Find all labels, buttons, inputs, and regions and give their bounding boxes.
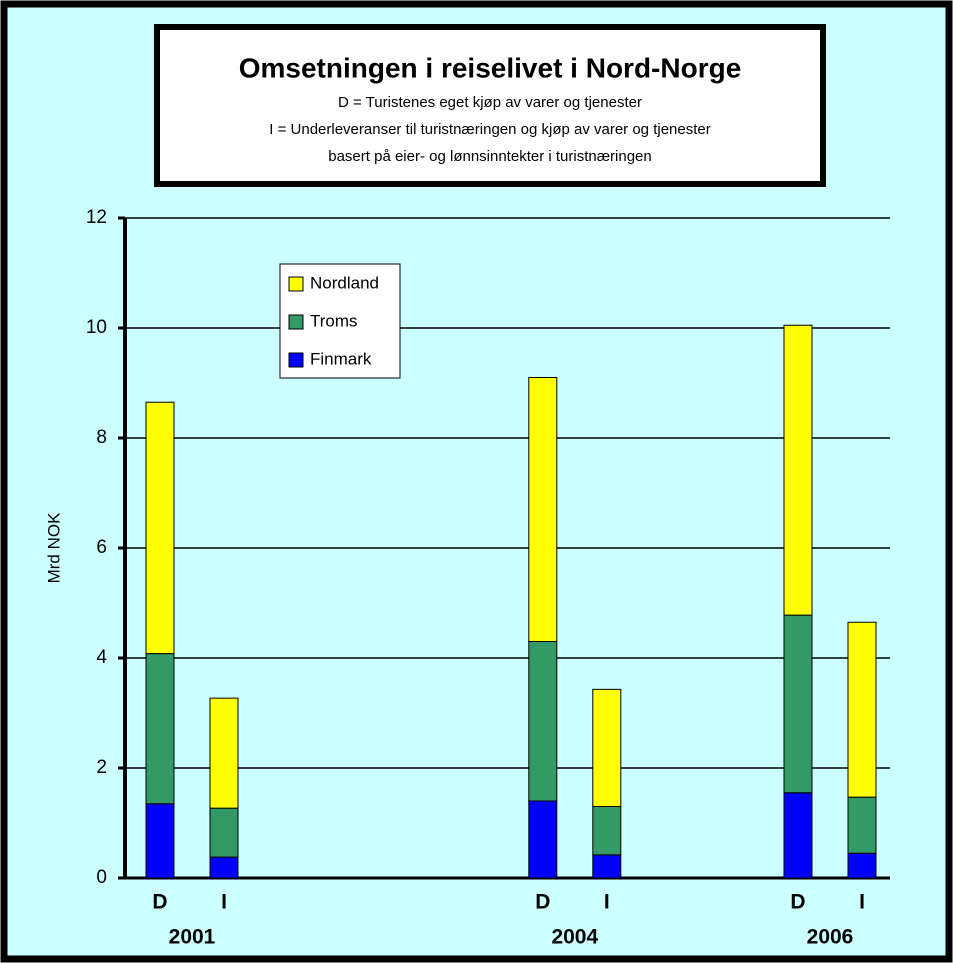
bar-segment — [847, 796, 877, 854]
subtitle: basert på eier- og lønnsinntekter i turi… — [328, 148, 652, 165]
legend-swatch — [288, 276, 304, 292]
bar-segment — [528, 377, 558, 642]
subtitle: I = Underleveranser til turistnæringen o… — [269, 121, 710, 138]
y-tick-label: 2 — [96, 757, 107, 778]
bar-segment — [528, 641, 558, 802]
x-tick-label: I — [221, 891, 227, 914]
group-label: 2006 — [807, 926, 854, 949]
y-tick-label: 6 — [96, 537, 107, 558]
bar-segment — [783, 792, 813, 879]
y-tick-label: 12 — [86, 207, 107, 228]
bar-segment — [209, 856, 239, 879]
y-tick-label: 10 — [86, 317, 107, 338]
bar-segment — [209, 697, 239, 809]
legend-swatch — [288, 314, 304, 330]
x-tick-label: D — [790, 891, 805, 914]
title-box — [154, 24, 826, 187]
bar-segment — [592, 688, 622, 807]
x-tick-label: D — [535, 891, 550, 914]
legend-label: Nordland — [310, 273, 379, 292]
y-tick-label: 4 — [96, 647, 107, 668]
x-tick-label: I — [604, 891, 610, 914]
bar-segment — [528, 800, 558, 879]
legend-swatch — [288, 352, 304, 368]
subtitle: D = Turistenes eget kjøp av varer og tje… — [338, 94, 642, 111]
bar-segment — [592, 806, 622, 856]
bar-segment — [145, 653, 175, 805]
bar-segment — [145, 401, 175, 655]
bar-segment — [847, 852, 877, 879]
group-label: 2001 — [169, 926, 216, 949]
legend-label: Finmark — [310, 349, 372, 368]
group-label: 2004 — [551, 926, 598, 949]
bar-segment — [209, 807, 239, 858]
legend-label: Troms — [310, 311, 358, 330]
bar-segment — [145, 803, 175, 879]
bar-segment — [592, 854, 622, 879]
chart-title: Omsetningen i reiselivet i Nord-Norge — [239, 52, 742, 83]
x-tick-label: I — [859, 891, 865, 914]
y-tick-label: 8 — [96, 427, 107, 448]
y-tick-label: 0 — [96, 867, 107, 888]
y-axis-label: Mrd NOK — [44, 512, 63, 584]
bar-segment — [783, 614, 813, 794]
bar-segment — [783, 324, 813, 616]
x-tick-label: D — [152, 891, 167, 914]
bar-segment — [847, 621, 877, 798]
